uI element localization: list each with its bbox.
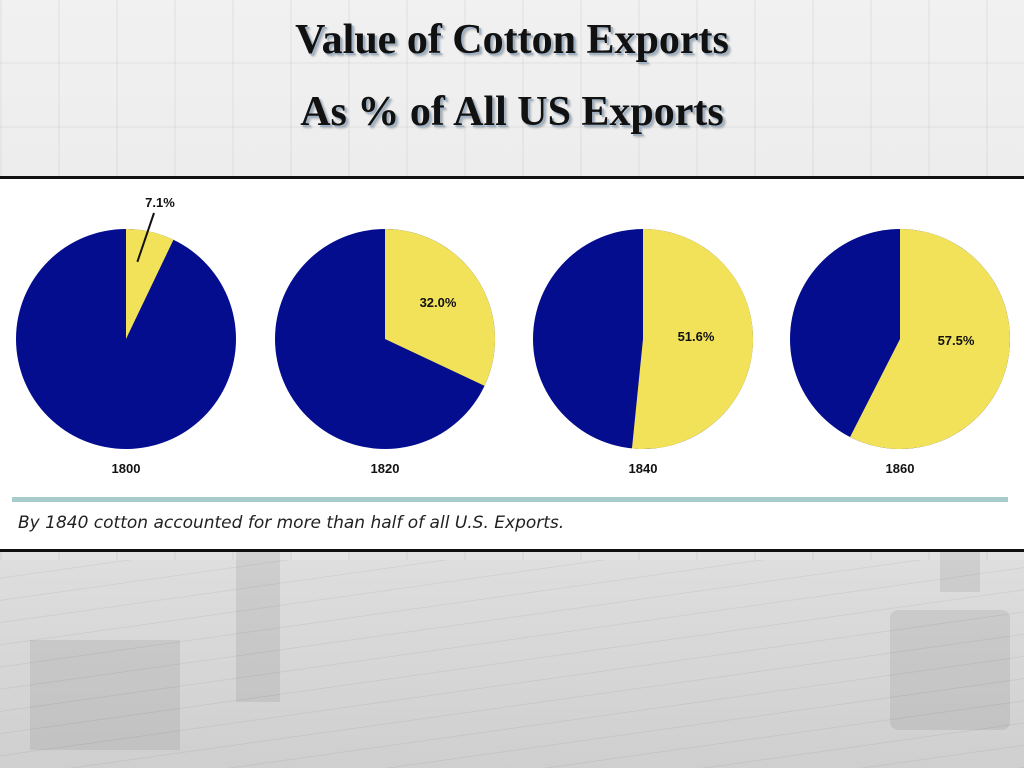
pie-value-label: 32.0% (420, 295, 457, 310)
background-crate (30, 640, 180, 750)
pie-slice-cotton (850, 229, 1011, 449)
pie-value-label: 7.1% (145, 195, 175, 210)
pie-chart-1860: 57.5% 1860 (790, 229, 1011, 476)
pie-year-label: 1820 (371, 461, 400, 476)
pie-slice-cotton (385, 229, 496, 386)
background-post (236, 552, 280, 702)
pie-year-label: 1860 (886, 461, 915, 476)
pie-chart-1840: 51.6% 1840 (533, 229, 754, 476)
pie-year-label: 1840 (629, 461, 658, 476)
background-basket (890, 610, 1010, 730)
background-floor (0, 560, 1024, 768)
chart-panel: 7.1% 1800 32.0% 1820 51.6% 1840 57.5% 1860 By 1… (0, 176, 1024, 552)
pie-value-label: 51.6% (678, 329, 715, 344)
slide-title-line1: Value of Cotton Exports (295, 17, 729, 63)
slide-title-line2: As % of All US Exports (300, 89, 724, 135)
pie-value-label: 57.5% (938, 333, 975, 348)
caption: By 1840 cotton accounted for more than h… (18, 513, 565, 533)
pie-chart-1820: 32.0% 1820 (275, 229, 496, 476)
pie-charts: 7.1% 1800 32.0% 1820 51.6% 1840 57.5% 1860 (16, 195, 1011, 476)
pie-slice-cotton (631, 229, 754, 449)
background-post (940, 552, 980, 592)
caption-divider (12, 497, 1008, 502)
pie-slice-cotton (126, 229, 174, 339)
pie-year-label: 1800 (112, 461, 141, 476)
pie-chart-1800: 7.1% 1800 (16, 195, 236, 476)
pie-label-leader-line (136, 212, 155, 263)
